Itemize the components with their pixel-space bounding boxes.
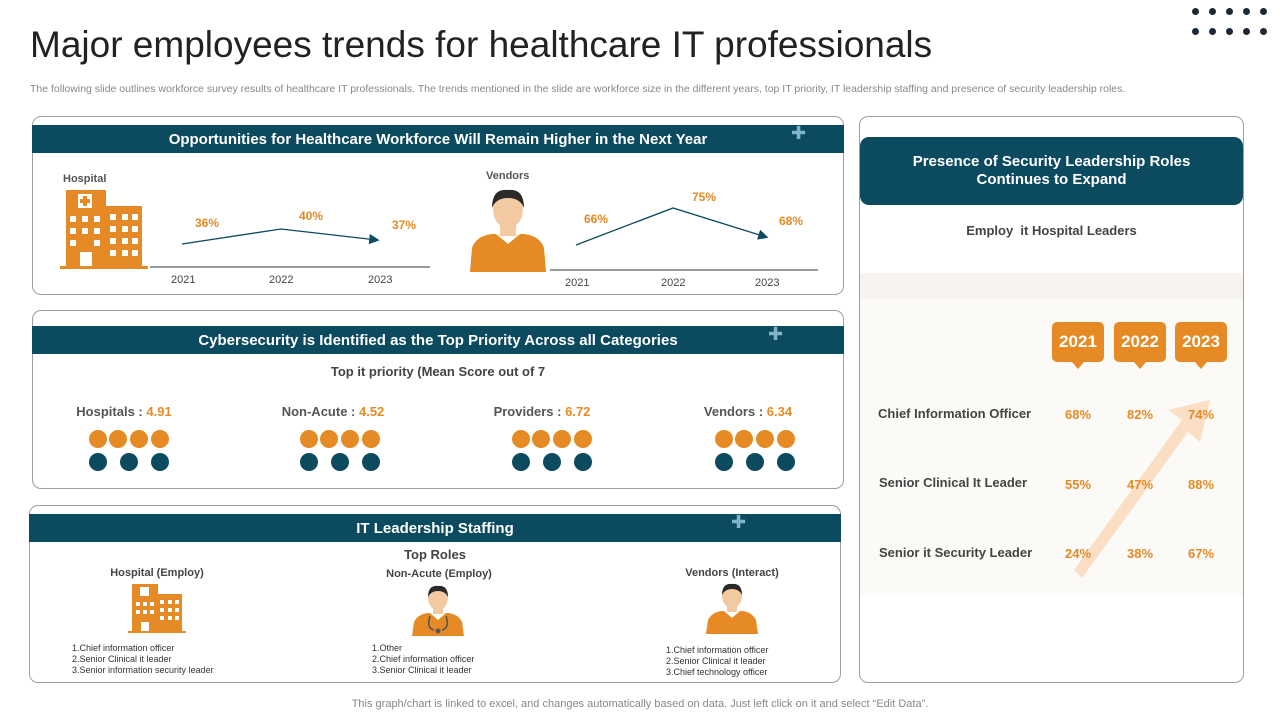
hospital-value-2021: 36% [195,216,220,230]
hospital-value-2023: 37% [392,218,417,232]
plus-icon: ✚ [731,512,747,532]
priority-item-hospitals: Hospitals : 4.91 [76,404,172,419]
security-cell: 24% [1064,546,1092,561]
vendors-label: Vendors [486,170,530,182]
year-badge: 2022 [1114,322,1166,369]
role-item: 3.Senior Clinical it leader [372,665,472,675]
role-item: 1.Chief information officer [666,645,769,655]
security-cell: 38% [1126,546,1154,561]
role-item: 2.Senior Clinical it leader [72,654,172,664]
security-heading: Presence of Security Leadership Roles Co… [860,137,1243,205]
security-cell: 82% [1126,407,1154,422]
priority-label: Providers [493,404,554,419]
score-circles-icon [300,430,380,472]
page-subtitle: The following slide outlines workforce s… [30,83,1126,95]
security-cell: 68% [1064,407,1092,422]
doctor-icon [412,585,464,636]
score-circles-icon [89,430,169,472]
plus-icon: ✚ [768,324,784,344]
hospital-year-2023: 2023 [368,274,393,286]
security-subheading: Employ it Hospital Leaders [966,223,1137,238]
vendors-value-2022: 75% [692,190,717,204]
priority-label: Hospitals [76,404,135,419]
vendors-year-2021: 2021 [565,277,590,289]
person-icon [470,189,546,272]
staffing-group-title: Hospital (Employ) [110,567,204,579]
footer-note: This graph/chart is linked to excel, and… [351,698,929,710]
priority-item-non-acute: Non-Acute : 4.52 [281,404,385,419]
person-icon [706,583,758,634]
role-item: 1.Chief information officer [72,643,175,653]
vendors-value-2023: 68% [779,214,804,228]
role-list: 1.Other 2.Chief information officer 3.Se… [372,643,572,676]
staffing-group-title: Vendors (Interact) [685,567,779,579]
security-cell: 67% [1187,546,1215,561]
role-list: 1.Chief information officer 2.Senior Cli… [72,643,292,676]
hospital-label: Hospital [63,173,107,185]
priority-score: 6.34 [766,404,793,419]
priority-heading: Cybersecurity is Identified as the Top P… [32,326,844,354]
vendors-value-2021: 66% [584,212,609,226]
year-badge: 2023 [1175,322,1227,369]
score-circles-icon [512,430,592,472]
score-circles-icon [715,430,795,472]
priority-subheading: Top it priority (Mean Score out of 7 [330,364,546,379]
hospital-year-2022: 2022 [269,274,294,286]
priority-label: Non-Acute [281,404,348,419]
staffing-subheading: Top Roles [404,547,466,562]
security-cell: 88% [1187,477,1215,492]
hospital-trend-chart [150,228,430,268]
role-item: 2.Chief information officer [372,654,475,664]
security-cell: 55% [1064,477,1092,492]
role-item: 2.Senior Clinical it leader [666,656,766,666]
staffing-group-title: Non-Acute (Employ) [386,568,492,580]
hospital-year-2021: 2021 [171,274,196,286]
staffing-heading: IT Leadership Staffing [29,514,841,542]
priority-item-vendors: Vendors : 6.34 [703,404,793,419]
role-item: 1.Other [372,643,403,653]
priority-label: Vendors [703,404,756,419]
vendors-year-2023: 2023 [755,277,780,289]
workforce-heading: Opportunities for Healthcare Workforce W… [32,125,844,153]
priority-item-providers: Providers : 6.72 [493,404,591,419]
role-item: 3.Chief technology officer [666,667,768,677]
priority-score: 4.91 [146,404,172,419]
priority-score: 4.52 [358,404,385,419]
vendors-trend-chart [550,207,818,271]
vendors-year-2022: 2022 [661,277,686,289]
year-badge: 2021 [1052,322,1104,369]
role-item: 3.Senior information security leader [72,665,214,675]
dots-menu-icon [1192,8,1272,40]
security-row-label: Senior it Security Leader [879,545,1033,560]
security-row-label: Senior Clinical It Leader [879,475,1028,490]
priority-score: 6.72 [565,404,591,419]
security-row-label: Chief Information Officer [878,406,1032,421]
security-cell: 74% [1187,407,1215,422]
hospital-value-2022: 40% [299,209,324,223]
security-cell: 47% [1126,477,1154,492]
hospital-building-icon [60,190,148,269]
hospital-building-icon [128,584,186,633]
role-list: 1.Chief information officer 2.Senior Cli… [666,645,866,678]
growth-arrow-icon [1074,400,1210,578]
page-title: Major employees trends for healthcare IT… [30,24,933,65]
plus-icon: ✚ [791,123,807,143]
